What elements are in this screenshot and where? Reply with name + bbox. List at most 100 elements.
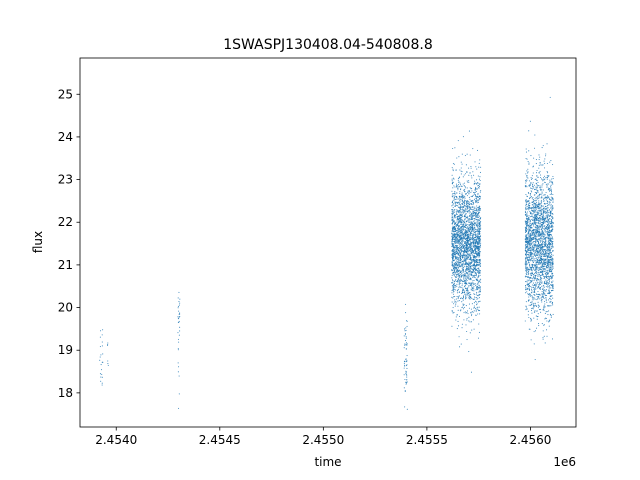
data-point [532, 298, 534, 300]
data-point [477, 267, 479, 270]
data-point [480, 166, 482, 168]
data-point [534, 210, 536, 212]
data-point [543, 202, 545, 205]
data-point [526, 239, 528, 241]
data-point [452, 286, 454, 288]
data-point [542, 337, 544, 339]
data-point [543, 297, 545, 299]
data-point [549, 249, 551, 251]
data-point [478, 309, 480, 311]
data-point [533, 184, 536, 186]
data-point [541, 205, 543, 207]
data-point [535, 242, 537, 244]
data-point [457, 288, 459, 290]
data-point [534, 218, 536, 220]
data-point [525, 289, 527, 291]
data-point [473, 246, 475, 248]
data-point [530, 253, 532, 255]
data-point [529, 247, 531, 250]
data-point [476, 212, 478, 215]
data-point [543, 239, 545, 241]
data-point [529, 219, 531, 222]
data-point [545, 289, 548, 291]
data-point [471, 271, 474, 273]
data-point [466, 310, 469, 312]
data-point [534, 265, 536, 267]
data-point [526, 176, 528, 178]
data-point [534, 277, 536, 279]
data-point [453, 287, 455, 289]
data-point [453, 216, 455, 218]
data-point [465, 164, 467, 166]
data-point [473, 208, 475, 210]
data-point [454, 147, 456, 149]
data-point [455, 256, 457, 258]
data-point [537, 222, 539, 224]
data-point [526, 241, 528, 243]
data-point [473, 256, 475, 258]
data-point [527, 267, 529, 269]
data-point [532, 278, 534, 280]
data-point [539, 267, 541, 269]
data-point [471, 222, 473, 224]
data-point [539, 170, 541, 172]
data-point [479, 228, 481, 230]
data-point [536, 240, 539, 242]
data-point [552, 258, 554, 260]
data-point [533, 291, 535, 294]
data-point [462, 244, 464, 246]
data-point [475, 194, 477, 196]
data-point [461, 196, 463, 198]
data-point [468, 201, 470, 203]
data-point [458, 225, 460, 227]
data-point [533, 296, 535, 298]
data-point [465, 312, 467, 314]
data-point [478, 251, 480, 253]
data-point [549, 181, 551, 183]
data-point [533, 243, 535, 245]
data-point [464, 257, 466, 259]
data-point [542, 228, 544, 230]
data-point [526, 281, 528, 283]
data-point [470, 261, 472, 263]
data-point [540, 244, 542, 246]
data-point [541, 296, 543, 298]
data-point [541, 191, 543, 193]
data-point [455, 229, 457, 232]
data-point [475, 191, 477, 193]
data-point [462, 206, 464, 208]
data-point [541, 215, 543, 217]
data-point [542, 270, 544, 272]
data-point [551, 268, 553, 270]
data-point [474, 224, 476, 226]
data-point [470, 191, 472, 193]
data-point [456, 234, 458, 236]
data-point [548, 305, 550, 307]
data-point [525, 209, 527, 211]
data-point [478, 288, 480, 290]
data-point [476, 294, 478, 296]
data-point [537, 241, 540, 243]
data-point [479, 279, 481, 281]
data-point [178, 291, 180, 293]
data-point [525, 217, 527, 219]
data-point [548, 247, 551, 249]
data-point [475, 182, 477, 184]
data-point [479, 253, 481, 255]
data-point [546, 174, 548, 177]
data-point [524, 226, 526, 228]
data-point [545, 199, 547, 201]
data-point [552, 222, 554, 224]
data-point [525, 251, 527, 253]
data-point [479, 261, 481, 263]
data-point [528, 243, 530, 245]
data-point [534, 230, 536, 232]
data-point [539, 219, 542, 221]
data-point [460, 248, 462, 250]
data-point [543, 301, 546, 303]
data-point [458, 295, 460, 297]
data-point [469, 219, 471, 221]
data-point [542, 180, 544, 182]
data-point [549, 269, 551, 271]
data-point [470, 165, 472, 168]
